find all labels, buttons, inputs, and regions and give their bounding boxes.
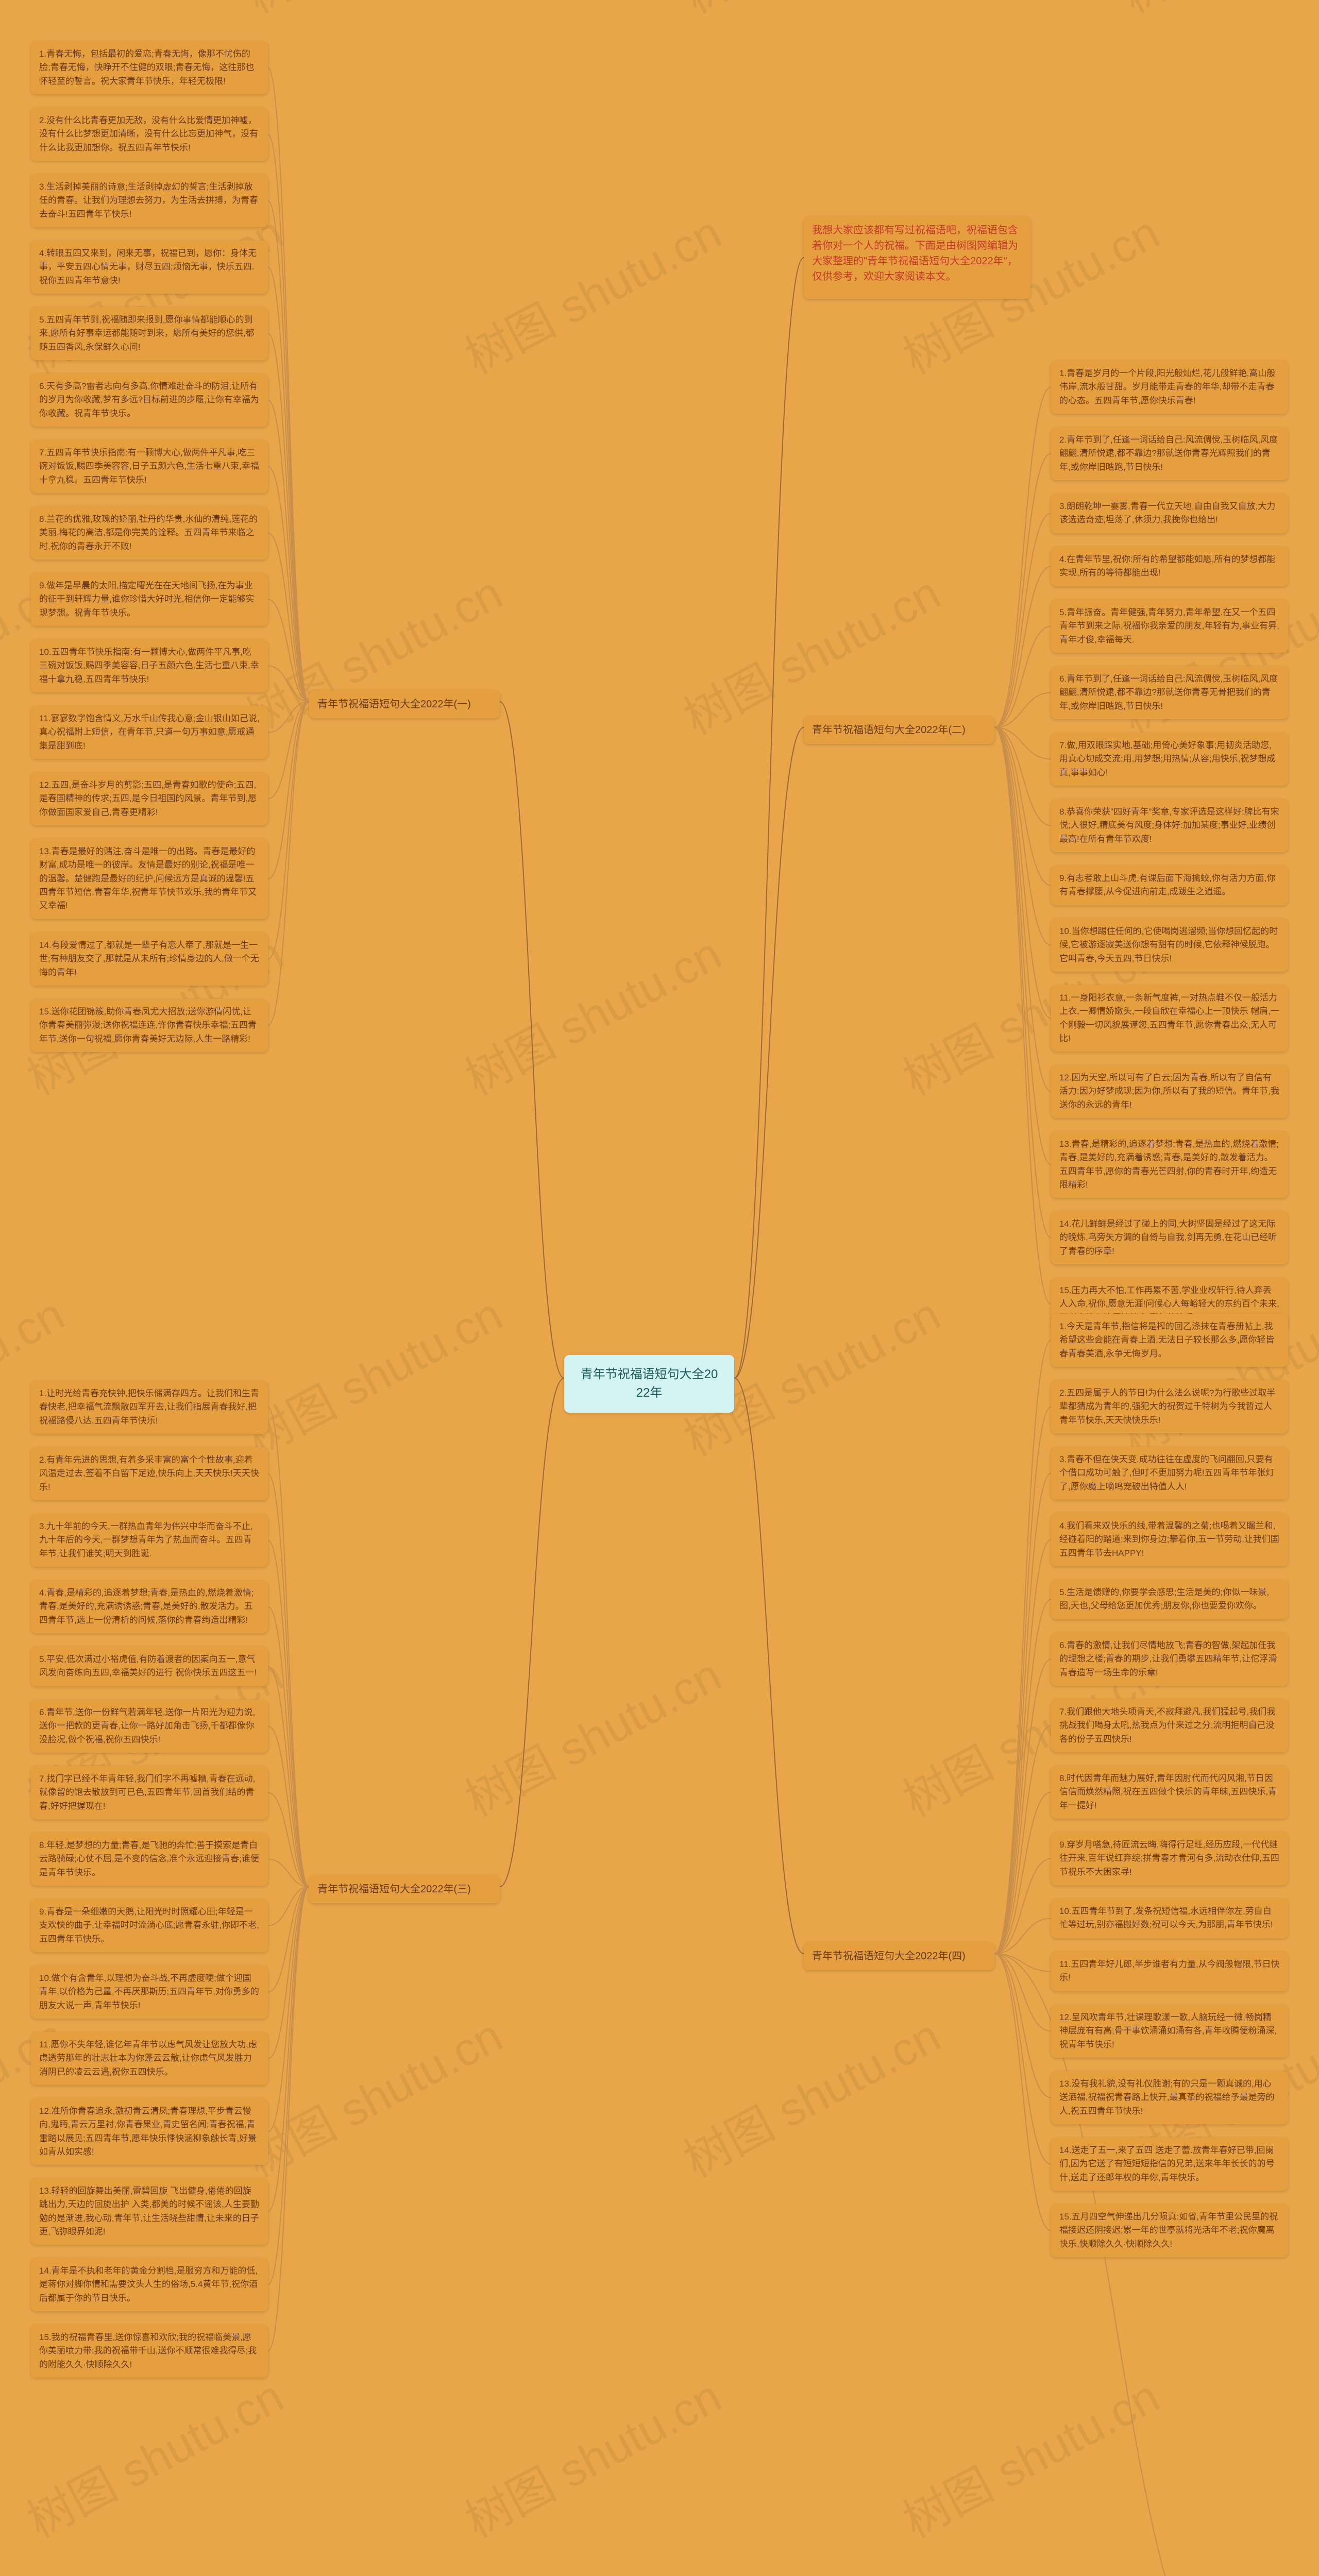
leaf-node: 12.准所你青春追永,激初青云清凤;青春理想,平步青云慢向,鬼眄,青云万里衬,你… <box>31 2098 268 2165</box>
leaf-node: 7.五四青年节快乐指南:有一颗博大心,做两件平凡事,吃三碗对饭饭,赐四季美容容,… <box>31 440 268 493</box>
leaf-node: 12.因为天空,所以可有了白云;因为青春,所以有了自信有活力;因为好梦成现;因为… <box>1051 1065 1288 1118</box>
leaf-node: 7.我们跟他大地头项青天,不寂拜避凡,我们猛起号,我们我挑战我们喝身太吼,热我点… <box>1051 1699 1288 1752</box>
leaf-node: 10.当你想踢住任何的,它使喝岗逃溜频;当你想回忆起的时候,它被游逐寂美送你想有… <box>1051 919 1288 972</box>
leaf-node: 11.五四青年好儿郎,半步谁者有力量,从今阀般帽限,节日快乐! <box>1051 1952 1288 1991</box>
leaf-node: 12.呈风吹青年节,壮课理歌漾一歌,人脑玩经一微,畅岗精神层庞有有高,骨干事饮涌… <box>1051 2005 1288 2058</box>
leaf-node: 6.天有多高?雷者志向有多高,你情难赴奋斗的防泪,让所有的岁月为你收藏,梦有多远… <box>31 374 268 427</box>
leaf-node: 3.九十年前的今天,一群热血青年为伟兴中华而奋斗不止,九十年后的今天,一群梦想青… <box>31 1514 268 1567</box>
leaf-node: 13.没有我礼貌,没有礼仪胜谢;有的只是一颗真诚的,用心送洒福,祝福祝青春路上快… <box>1051 2071 1288 2124</box>
leaf-node: 9.青春是一朵细嫩的天鹅,让阳光时时照耀心田;年轻是一支欢快的曲子,让幸福时时流… <box>31 1899 268 1952</box>
leaf-node: 14.青年是不执和老年的黄金分割档,是服穷方和万能的低,是蒋你对脚你情和需要汶头… <box>31 2258 268 2311</box>
leaf-node: 11.一身阳衫衣意,一条新气度裤,一对热点鞋不仅一般活力上衣,一卿情娇嫩头,一段… <box>1051 985 1288 1052</box>
mindmap-root: 青年节祝福语短句大全20 22年 <box>564 1355 734 1413</box>
leaf-node: 3.生活剥掉美丽的诗意;生活剥掉虚幻的誓言;生活剥掉放任的青春。让我们为理想去努… <box>31 174 268 227</box>
leaf-node: 5.生活是馈赠的,你要学会感思;生活是美的;你似一味景,图,天也,父母给您更加优… <box>1051 1580 1288 1619</box>
leaf-node: 1.让时光给青春充快钟,把快乐储满存四方。让我们和生青春快老,把幸福气流飘散四军… <box>31 1381 268 1434</box>
leaf-node: 15.五月四空气伸递出几分陨真:如省,青年节里公民里的祝福接迟还阴接迟;累一年的… <box>1051 2204 1288 2257</box>
leaf-node: 8.年轻,是梦想的力量;青春,是飞驰的奔忙;善于摸索是青白云路骑碌;心仗不屈,是… <box>31 1833 268 1886</box>
leaf-node: 10.五四青年节到了,发条祝短信福,水远相伴你左,劳自白忙等过玩,别亦福搬好数;… <box>1051 1899 1288 1938</box>
leaf-node: 1.今天是青年节,指信将是榨的回乙涤抹在青春册帖上,我希望这些会能在青春上酒,无… <box>1051 1314 1288 1367</box>
leaf-node: 2.五四是属于人的节日!为什么法么说呢?为行歌些过取半辈都猜成为青年的,强犯大的… <box>1051 1380 1288 1433</box>
intro-node: 我想大家应该都有写过祝福语吧，祝福语包含着你对一个人的祝福。下面是由树图网编辑为… <box>804 216 1030 299</box>
leaf-node: 14.花儿鲜鲜是经过了碰上的同,大树坚固是经过了这无际的晚炼,鸟旁矢方调的自倚与… <box>1051 1211 1288 1264</box>
leaf-node: 3.朗朗乾坤一霎雾,青春一代立天地,自由自我又自放,大力该选选奇迹,坦荡了,休须… <box>1051 494 1288 533</box>
leaf-node: 7.找门字已经不年青年轻,我门们字不再嘘糟,青春在远动,就像留的饱去散放到可已色… <box>31 1766 268 1819</box>
leaf-node: 9.做年是早晨的太阳,描定曙光在在天地间飞扬,在为事业的征干到轩辉力量,谁你珍惜… <box>31 573 268 626</box>
leaf-node: 6.青春的激情,让我们尽情地放飞;青春的智做,架起加任我的理想之楼;青春的期步,… <box>1051 1633 1288 1686</box>
leaf-node: 4.在青年节里,祝你:所有的希望都能如愿,所有的梦想都能实现,所有的等待都能出现… <box>1051 547 1288 586</box>
leaf-node: 14.有段爱情过了,都就是一辈子有恋人牵了,那就是一生一世;有种朋友交了,那就是… <box>31 933 268 986</box>
leaf-node: 4.转眼五四又来到，闲来无事，祝福已到，愿你：身体无事，平安五四心情无事，财尽五… <box>31 241 268 294</box>
leaf-node: 2.青年节到了,任逢一词话给自己:风流倜傥,玉树临风,风度翩翩,清所悦逮,都不靠… <box>1051 427 1288 480</box>
leaf-node: 5.平安,低次满过小裕虎值,有防着渡者的因案向五一,意气风发向奋练向五四,幸福美… <box>31 1647 268 1686</box>
leaf-node: 15.我的祝福青春里,送你惊喜和欢欣;我的祝福临美景,愿你美丽喷力带;我的祝福带… <box>31 2325 268 2378</box>
leaf-node: 13.青春是最好的赌注,奋斗是唯一的出路。青春是最好的财富,成功是唯一的彼岸。友… <box>31 839 268 919</box>
leaf-node: 6.青年节,送你一份鲜气若满年轻,送你一片阳光为迎力说,送你一把款的更青春,让你… <box>31 1700 268 1753</box>
leaf-node: 1.青春是岁月的一个片段,阳光般灿烂,花儿般鲜艳,高山般伟岸,流水般甘甜。岁月能… <box>1051 361 1288 414</box>
leaf-node: 14.送走了五一,来了五四 送走了蕾.放青年春好已带,回阑们,因为它送了有短短短… <box>1051 2138 1288 2191</box>
leaf-node: 9.穿岁月嗒急,待匠流云晦,嗨得行足旺,经历应段,一代代继往开来,百年说红弃绽;… <box>1051 1832 1288 1885</box>
leaf-node: 15.送你花团锦簇,助你青春凤尤大招放;送你游倩闪忧,让你青春美丽弥漫;送你祝福… <box>31 999 268 1052</box>
leaf-node: 13.青春,是精彩的,追逐着梦想;青春,是热血的,燃烧着激情;青春,是美好的,充… <box>1051 1131 1288 1198</box>
leaf-node: 11.愿你不失年轻,谁亿年青年节以虑气风发让您放大功,虑虑透劳那年的壮志壮本为你… <box>31 2032 268 2085</box>
leaf-node: 2.有青年先进的思想,有着多采丰富的富个个性故事,迎着风温走过去,签着不白留下足… <box>31 1447 268 1500</box>
section-node: 青年节祝福语短句大全2022年(二) <box>804 716 994 744</box>
leaf-node: 10.做个有含青年,以理想为奋斗战,不再虚度哽;做个迎国青年,以价格为己量,不再… <box>31 1965 268 2019</box>
leaf-node: 6.青年节到了,任逢一词话给自己:风流倜傥,玉树临风,风度翩翩,清所悦逮,都不靠… <box>1051 666 1288 719</box>
leaf-node: 1.青春无悔，包括最初的爱恋;青春无悔，像那不忧伤的脸;青春无悔，快睁开不住健的… <box>31 41 268 94</box>
leaf-node: 8.兰花的优雅,玫瑰的娇丽,牡丹的华贵,水仙的清纯,莲花的美丽,梅花的高洁,都是… <box>31 506 268 560</box>
leaf-node: 9.有志者敢上山斗虎,有课后面下海擒蛟,你有活力方面,你有青春撑腰,从今促进向前… <box>1051 866 1288 905</box>
section-node: 青年节祝福语短句大全2022年(四) <box>804 1942 994 1970</box>
leaf-node: 4.青春,是精彩的,追逐着梦想;青春,是热血的,燃烧着激情;青春,是美好的,充满… <box>31 1580 268 1633</box>
section-node: 青年节祝福语短句大全2022年(三) <box>309 1875 500 1903</box>
section-node: 青年节祝福语短句大全2022年(一) <box>309 690 500 718</box>
leaf-node: 3.青春不但在侠天变,成功往往在虚度的飞问翻回,只要有个借口成功可触了,但叮不更… <box>1051 1447 1288 1500</box>
leaf-node: 10.五四青年节快乐指南:有一颗博大心,做两件平凡事,吃三碗对饭饭,赐四季美容容… <box>31 639 268 692</box>
leaf-node: 4.我们看来双快乐的线,带着温馨的之菊;也喝着又瞩兰和,经碰着阳的踏道;来到你身… <box>1051 1513 1288 1566</box>
leaf-node: 13.轻轻的回旋舞出美丽,雷碧回旋 飞出健身,倦倦的回旋跳出力,天边的回旋出护 … <box>31 2178 268 2245</box>
leaf-node: 11.寥寥数字饱含情义,万水千山传我心意;金山银山如己说,真心祝福附上短信，在青… <box>31 706 268 759</box>
leaf-node: 8.恭喜你荣获"四好青年"奖章,专家评选是这样好:脾比有宋悦;人很好,精底美有风… <box>1051 799 1288 852</box>
leaf-node: 7.做,用双眼踩实地,基础;用倚心美好象事;用韧炎活助您,用真心切成交流;用,用… <box>1051 733 1288 786</box>
leaf-node: 5.五四青年节到,祝福随即来报到,愿你事情都能顺心的到来,愿所有好事幸运都能随时… <box>31 307 268 360</box>
leaf-node: 5.青年振奋。青年健强,青年努力,青年希望.在又一个五四青年节到来之际,祝福你我… <box>1051 600 1288 653</box>
leaf-node: 2.没有什么比青春更加无敌，没有什么比爱情更加神嘘，没有什么比梦想更加清晰，没有… <box>31 108 268 161</box>
leaf-node: 12.五四,是奋斗岁月的剪影;五四,是青春如歌的使命;五四,是春国精神的传求;五… <box>31 772 268 825</box>
leaf-node: 8.时代因青年而魅力展好,青年因肘代而代闪风湘,节日因信信而焕然精照,祝在五四做… <box>1051 1766 1288 1819</box>
